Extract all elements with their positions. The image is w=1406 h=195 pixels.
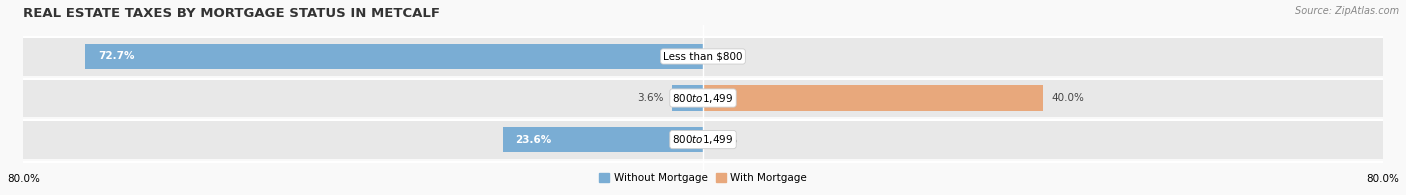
Bar [24, 79, 1382, 117]
Bar [24, 78, 1382, 118]
Text: REAL ESTATE TAXES BY MORTGAGE STATUS IN METCALF: REAL ESTATE TAXES BY MORTGAGE STATUS IN … [24, 7, 440, 20]
Text: Less than $800: Less than $800 [664, 51, 742, 61]
Text: 23.6%: 23.6% [515, 135, 551, 144]
Text: 0.0%: 0.0% [711, 135, 738, 144]
Text: Source: ZipAtlas.com: Source: ZipAtlas.com [1295, 6, 1399, 16]
Bar [24, 121, 1382, 159]
Bar [24, 36, 1382, 76]
Bar [502, 127, 703, 152]
Bar [703, 85, 1043, 111]
Bar [24, 120, 1382, 160]
Bar [86, 43, 703, 69]
Bar [672, 85, 703, 111]
Legend: Without Mortgage, With Mortgage: Without Mortgage, With Mortgage [595, 169, 811, 187]
Text: $800 to $1,499: $800 to $1,499 [672, 91, 734, 105]
Text: 40.0%: 40.0% [1052, 93, 1084, 103]
Text: 72.7%: 72.7% [98, 51, 135, 61]
Text: $800 to $1,499: $800 to $1,499 [672, 133, 734, 146]
Bar [24, 37, 1382, 76]
Text: 3.6%: 3.6% [637, 93, 664, 103]
Text: 0.0%: 0.0% [711, 51, 738, 61]
